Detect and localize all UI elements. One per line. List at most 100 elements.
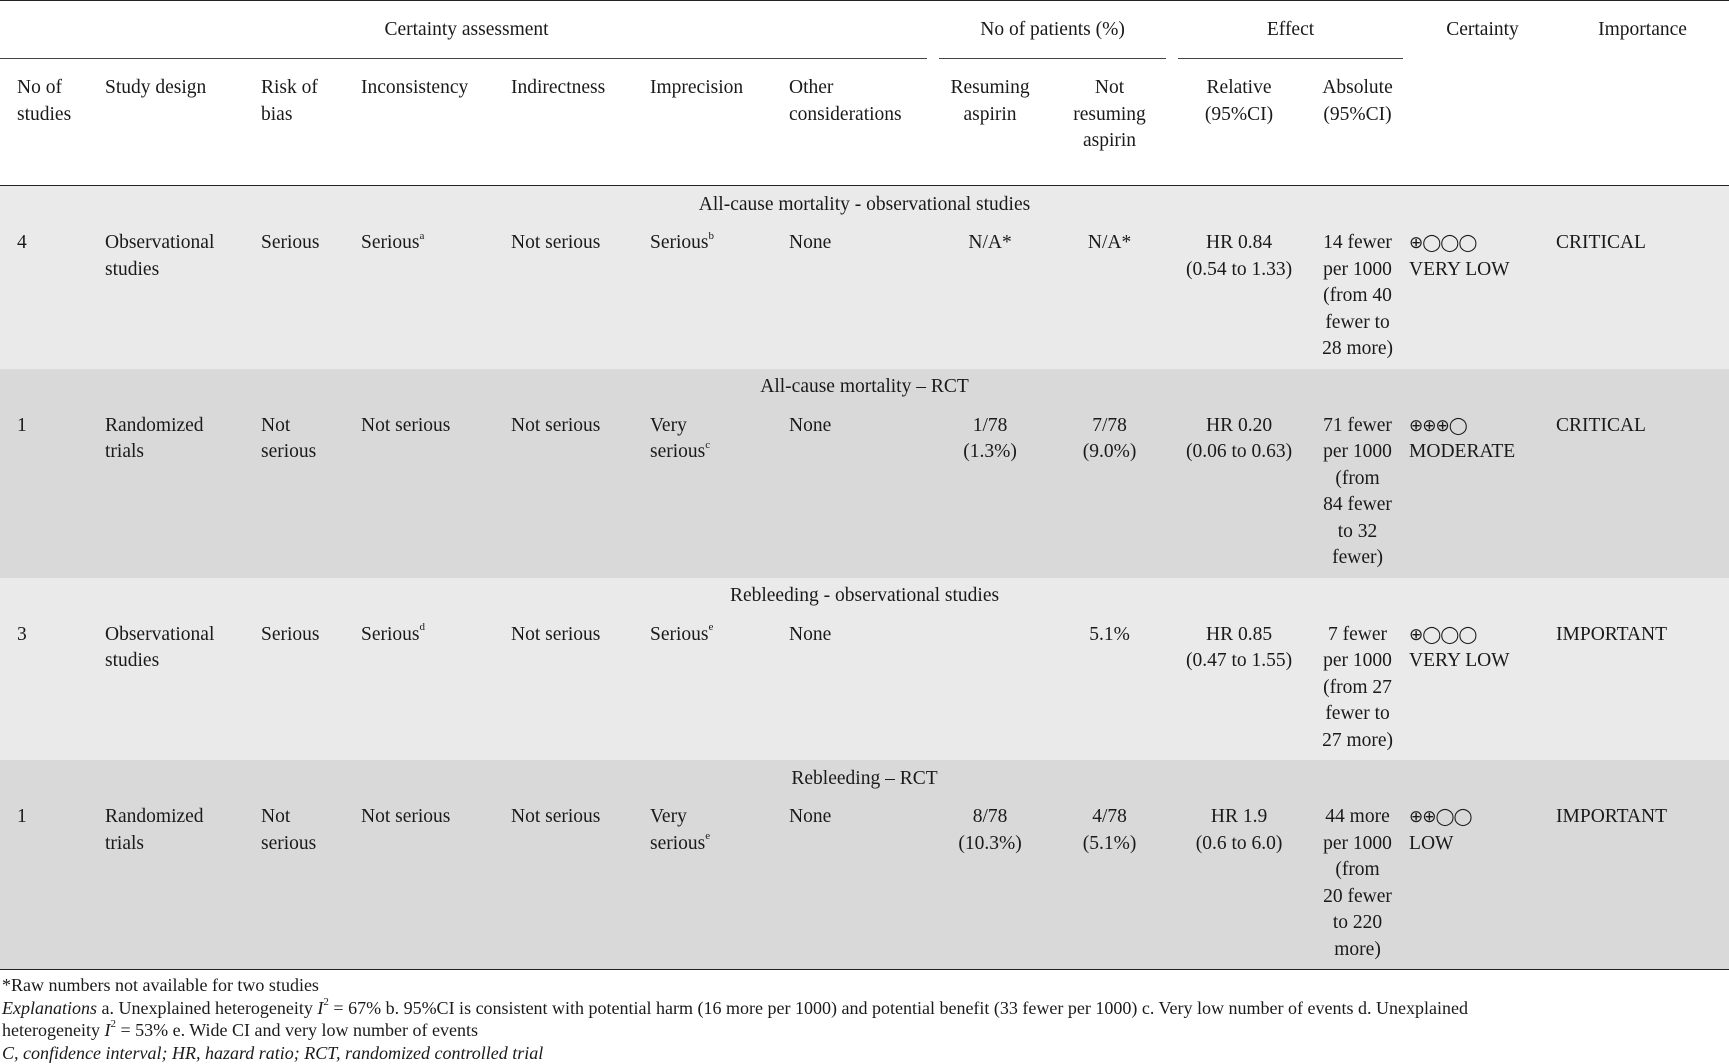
cell-text: fewer to: [1325, 312, 1389, 333]
col-relative-effect: Relative(95%CI): [1172, 59, 1306, 186]
raw-numbers-note: *Raw numbers not available for two studi…: [2, 974, 1729, 997]
cell-text: per 1000: [1323, 650, 1392, 671]
cell-inconsistency: Not serious: [361, 407, 511, 578]
col-label: resuming: [1073, 104, 1146, 125]
col-other-considerations: Other considerations: [789, 59, 933, 186]
cell-text: Serious: [650, 232, 709, 253]
section-title: Rebleeding - observational studies: [0, 578, 1729, 616]
certainty-label: LOW: [1409, 833, 1453, 854]
note-text: = 67% b. 95%CI is consistent with potent…: [329, 998, 1468, 1018]
cell-importance: CRITICAL: [1556, 407, 1729, 578]
cell-text: (1.3%): [963, 441, 1017, 462]
cell-text: fewer): [1332, 547, 1383, 568]
cell-text: (from: [1335, 468, 1379, 489]
cell-text: 20 fewer: [1323, 886, 1392, 907]
cell-design: Randomized trials: [105, 798, 261, 970]
cell-text: Serious: [261, 624, 320, 645]
col-label: studies: [17, 104, 71, 125]
cell-text: 27 more): [1322, 730, 1393, 751]
col-label: Absolute: [1322, 77, 1392, 98]
certainty-label: VERY LOW: [1409, 650, 1510, 671]
cell-text: 71 fewer: [1323, 415, 1392, 436]
certainty-rating-icon: ⊕◯◯◯: [1409, 625, 1476, 645]
cell-text: Serious: [261, 232, 320, 253]
cell-not-resuming: 5.1%: [1047, 616, 1172, 761]
cell-not-resuming: 7/78(9.0%): [1047, 407, 1172, 578]
cell-relative: HR 0.85(0.47 to 1.55): [1172, 616, 1306, 761]
cell-n: 4: [0, 224, 105, 369]
col-label: bias: [261, 104, 292, 125]
cell-text: Not: [261, 415, 290, 436]
cell-text: 8/78: [973, 806, 1008, 827]
cell-indirectness: Not serious: [511, 798, 650, 970]
note-text: = 53% e. Wide CI and very low number of …: [116, 1020, 478, 1040]
note-text: heterogeneity: [2, 1020, 104, 1040]
no-of-patients-header: No of patients (%): [933, 1, 1172, 60]
cell-text: fewer to: [1325, 703, 1389, 724]
cell-importance: IMPORTANT: [1556, 616, 1729, 761]
col-label: considerations: [789, 104, 902, 125]
cell-text: (from 27: [1323, 677, 1392, 698]
cell-relative: HR 1.9(0.6 to 6.0): [1172, 798, 1306, 970]
col-label: (95%CI): [1205, 104, 1273, 125]
abbreviations-note: C, confidence interval; HR, hazard ratio…: [2, 1042, 1729, 1064]
cell-other: None: [789, 407, 933, 578]
cell-text: 7 fewer: [1328, 624, 1387, 645]
cell-indirectness: Not serious: [511, 616, 650, 761]
section-header-row: All-cause mortality – RCT: [0, 369, 1729, 407]
section-header-row: Rebleeding – RCT: [0, 760, 1729, 798]
col-label: Not: [1095, 77, 1124, 98]
col-label: Other: [789, 77, 833, 98]
cell-text: serious: [261, 833, 316, 854]
cell-resuming: [933, 616, 1047, 761]
certainty-header: Certainty: [1409, 1, 1556, 60]
explanations-note: Explanations a. Unexplained heterogeneit…: [2, 997, 1729, 1042]
cell-inconsistency: Seriousd: [361, 616, 511, 761]
cell-not-resuming: 4/78(5.1%): [1047, 798, 1172, 970]
cell-resuming: 1/78 (1.3%): [933, 407, 1047, 578]
col-not-resuming-aspirin: Not resuming aspirin: [1047, 59, 1172, 186]
cell-text: (0.06 to 0.63): [1186, 441, 1292, 462]
cell-inconsistency: Not serious: [361, 798, 511, 970]
cell-text: studies: [105, 650, 159, 671]
cell-indirectness: Not serious: [511, 224, 650, 369]
footnote-marker: e: [705, 830, 710, 842]
note-text: a. Unexplained heterogeneity: [97, 998, 317, 1018]
col-importance: [1556, 59, 1729, 186]
cell-text: per 1000: [1323, 833, 1392, 854]
cell-text: 1/78: [973, 415, 1008, 436]
cell-text: to 220: [1333, 912, 1382, 933]
col-label: aspirin: [1083, 130, 1136, 151]
cell-text: 84 fewer: [1323, 494, 1392, 515]
cell-text: Observational: [105, 232, 214, 253]
cell-text: (0.47 to 1.55): [1186, 650, 1292, 671]
evidence-profile-table: Certainty assessment No of patients (%) …: [0, 0, 1729, 970]
col-label: (95%CI): [1323, 104, 1391, 125]
certainty-label: MODERATE: [1409, 441, 1515, 462]
effect-header: Effect: [1172, 1, 1409, 60]
cell-n: 1: [0, 798, 105, 970]
section-header-row: Rebleeding - observational studies: [0, 578, 1729, 616]
cell-text: trials: [105, 833, 144, 854]
col-no-of-studies: No of studies: [0, 59, 105, 186]
section-title: All-cause mortality – RCT: [0, 369, 1729, 407]
cell-text: (10.3%): [958, 833, 1021, 854]
footnote-marker: d: [420, 621, 426, 633]
cell-other: None: [789, 224, 933, 369]
cell-text: Randomized: [105, 806, 204, 827]
cell-text: serious: [650, 441, 705, 462]
col-label: No of: [17, 77, 62, 98]
cell-n: 3: [0, 616, 105, 761]
cell-text: 28 more): [1322, 338, 1393, 359]
cell-certainty: ⊕⊕◯◯LOW: [1409, 798, 1556, 970]
footnote-marker: c: [705, 439, 710, 451]
